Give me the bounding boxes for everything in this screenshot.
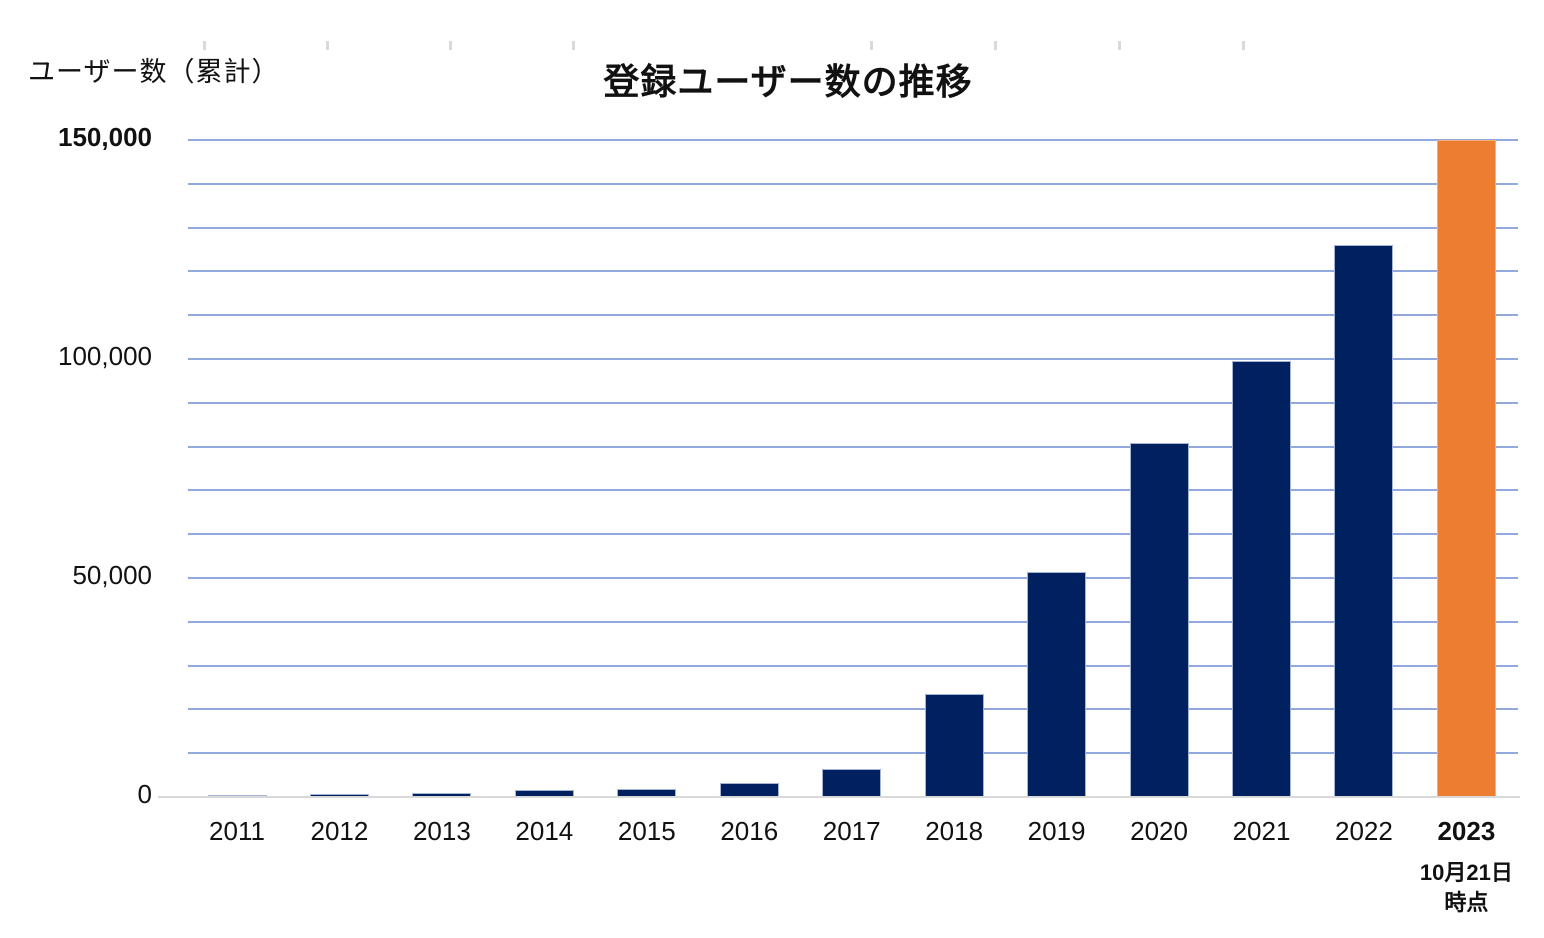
gridline-40000	[188, 620, 1518, 623]
y-tick-label-0: 0	[137, 779, 152, 809]
chart-title: 登録ユーザー数の推移	[603, 61, 973, 102]
ruler-tick-icon	[1118, 41, 1121, 50]
x-tick-label-2018: 2018	[925, 816, 984, 846]
ruler-tick-icon	[994, 41, 997, 50]
plot-area	[188, 139, 1518, 797]
x-tick-label-2014: 2014	[515, 816, 574, 846]
gridline-120000	[188, 270, 1518, 273]
y-axis-unit-label: ユーザー数（累計）	[28, 57, 280, 87]
x-tick-label-2011: 2011	[209, 816, 265, 846]
gridline-70000	[188, 489, 1518, 492]
bar-2018	[924, 694, 984, 797]
x-tick-label-2012: 2012	[310, 816, 369, 846]
gridline-140000	[188, 182, 1518, 185]
x-tick-label-2013: 2013	[412, 816, 471, 846]
ruler-tick-icon	[449, 41, 452, 50]
ruler-tick-icon	[1242, 41, 1245, 50]
gridline-100000	[188, 358, 1518, 360]
gridline-30000	[188, 664, 1518, 667]
y-tick-label-50000: 50,000	[72, 560, 152, 590]
x-tick-label-2019: 2019	[1027, 816, 1086, 846]
gridline-150000	[188, 139, 1518, 141]
bar-2022	[1334, 245, 1394, 797]
bar-2020	[1129, 443, 1189, 797]
annotation-line1: 10月21日	[1419, 860, 1513, 885]
x-tick-label-2017: 2017	[822, 816, 881, 846]
y-tick-label-100000: 100,000	[58, 341, 152, 371]
ruler-tick-icon	[203, 41, 206, 50]
ruler-tick-icon	[572, 41, 575, 50]
ruler-tick-icon	[870, 41, 873, 50]
x-tick-label-2016: 2016	[720, 816, 779, 846]
x-tick-label-2020: 2020	[1130, 816, 1188, 846]
bar-2016	[719, 783, 779, 797]
bar-2023	[1436, 140, 1496, 797]
bar-2013	[412, 792, 472, 797]
bar-2014	[514, 790, 574, 797]
gridline-110000	[188, 314, 1518, 317]
x-tick-label-2022: 2022	[1335, 816, 1393, 846]
x-tick-label-2023: 2023	[1437, 816, 1496, 846]
gridline-60000	[188, 533, 1518, 536]
bar-2017	[822, 768, 882, 797]
annotation-line2: 時点	[1444, 890, 1489, 915]
bar-2019	[1027, 571, 1087, 797]
ruler-tick-icon	[326, 41, 329, 50]
bar-2015	[617, 788, 677, 797]
x-tick-label-2021: 2021	[1232, 816, 1291, 846]
x-tick-label-2015: 2015	[617, 816, 676, 846]
x-axis-annotation-2023: 10月21日 時点	[1371, 858, 1544, 918]
gridline-10000	[188, 752, 1518, 755]
y-tick-label-150000: 150,000	[58, 122, 152, 152]
bar-2012	[309, 793, 369, 797]
x-axis-baseline	[158, 796, 1520, 798]
gridline-90000	[188, 401, 1518, 404]
gridline-50000	[188, 577, 1518, 579]
gridline-20000	[188, 708, 1518, 711]
gridline-130000	[188, 226, 1518, 229]
gridline-80000	[188, 445, 1518, 448]
bar-2021	[1232, 360, 1291, 797]
